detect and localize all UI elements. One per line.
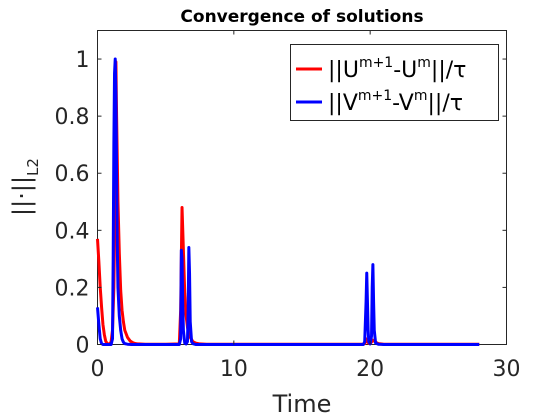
legend: ||Um+1-Um||/τ ||Vm+1-Vm||/τ bbox=[290, 44, 499, 121]
y-tick-label: 1 bbox=[76, 48, 90, 73]
y-tick-label: 0 bbox=[76, 334, 90, 359]
legend-label-u: ||Um+1-Um||/τ bbox=[328, 55, 466, 83]
series-layer bbox=[96, 57, 480, 346]
y-axis-label: ||·||L2 bbox=[8, 158, 42, 216]
y-tick-label: 0.8 bbox=[55, 105, 90, 130]
x-tick-label: 20 bbox=[356, 357, 384, 382]
series-line-v bbox=[96, 57, 480, 346]
x-tick-label: 0 bbox=[91, 357, 105, 382]
legend-label-v: ||Vm+1-Vm||/τ bbox=[328, 88, 463, 116]
y-axis-label-main: ||·|| bbox=[8, 176, 36, 216]
legend-box bbox=[290, 44, 499, 121]
y-axis-label-subscript: L2 bbox=[24, 158, 42, 176]
x-axis-ticks: 0 10 20 30 bbox=[91, 30, 521, 382]
x-tick-label: 10 bbox=[220, 357, 248, 382]
x-tick-label: 30 bbox=[493, 357, 521, 382]
y-tick-label: 0.4 bbox=[55, 219, 90, 244]
y-tick-label: 0.6 bbox=[55, 162, 90, 187]
y-tick-label: 0.2 bbox=[55, 276, 90, 301]
y-axis-label-group: ||·||L2 bbox=[8, 158, 42, 216]
y-axis-ticks: 0 0.2 0.4 0.6 0.8 1 bbox=[55, 48, 507, 359]
chart-title: Convergence of solutions bbox=[180, 7, 423, 27]
x-axis-label: Time bbox=[272, 390, 332, 418]
